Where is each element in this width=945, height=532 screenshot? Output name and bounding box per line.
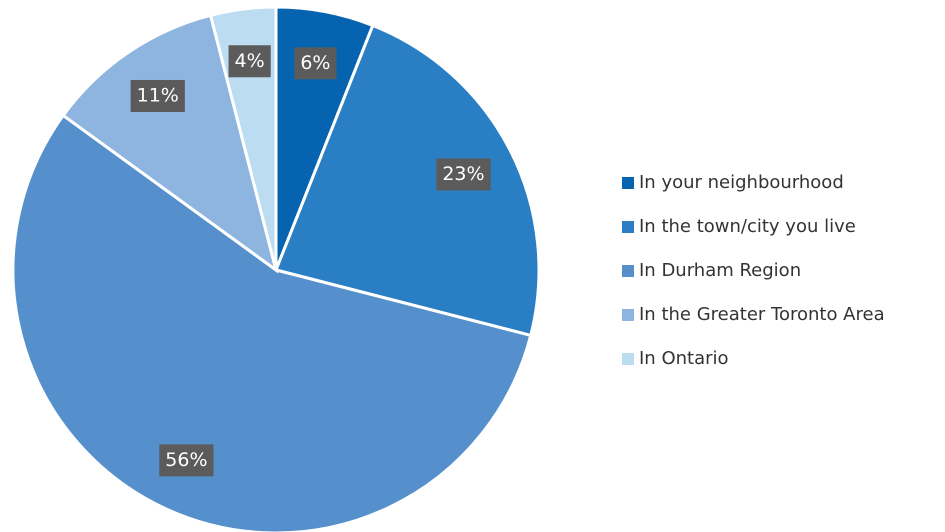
data-label: 6% [300, 52, 330, 74]
legend-swatch [622, 265, 634, 277]
data-label: 56% [165, 449, 207, 471]
legend-swatch [622, 353, 634, 365]
legend-label: In your neighbourhood [639, 172, 844, 193]
legend-label: In Ontario [639, 348, 729, 369]
pie-slice [11, 113, 533, 532]
data-label: 4% [235, 50, 265, 72]
legend-swatch [622, 177, 634, 189]
legend-label: In the town/city you live [639, 216, 856, 237]
data-label: 23% [442, 163, 484, 185]
legend-label: In the Greater Toronto Area [639, 304, 885, 325]
data-label: 11% [137, 84, 179, 106]
legend-swatch [622, 221, 634, 233]
legend-label: In Durham Region [639, 260, 801, 281]
data-label-box [228, 45, 271, 78]
data-label-box [159, 444, 214, 477]
pie-slice [273, 23, 541, 338]
data-label-box [294, 47, 337, 80]
data-label-box [130, 79, 185, 112]
pie-slice [61, 13, 279, 274]
data-label-box [436, 158, 491, 191]
legend-swatch [622, 309, 634, 321]
